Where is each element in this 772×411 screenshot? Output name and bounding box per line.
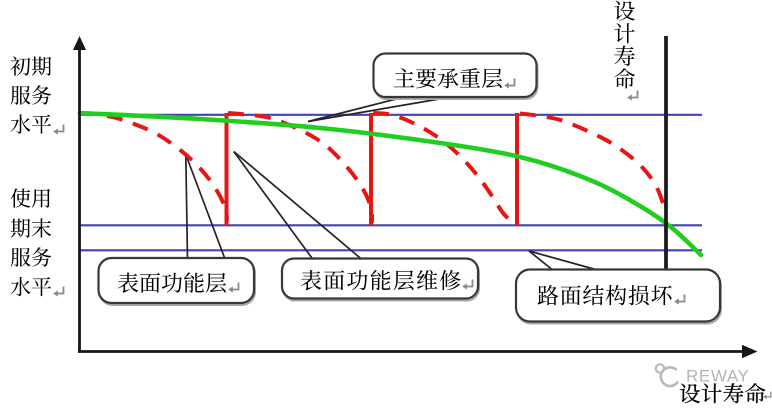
svg-text:REWAY: REWAY <box>686 367 749 386</box>
